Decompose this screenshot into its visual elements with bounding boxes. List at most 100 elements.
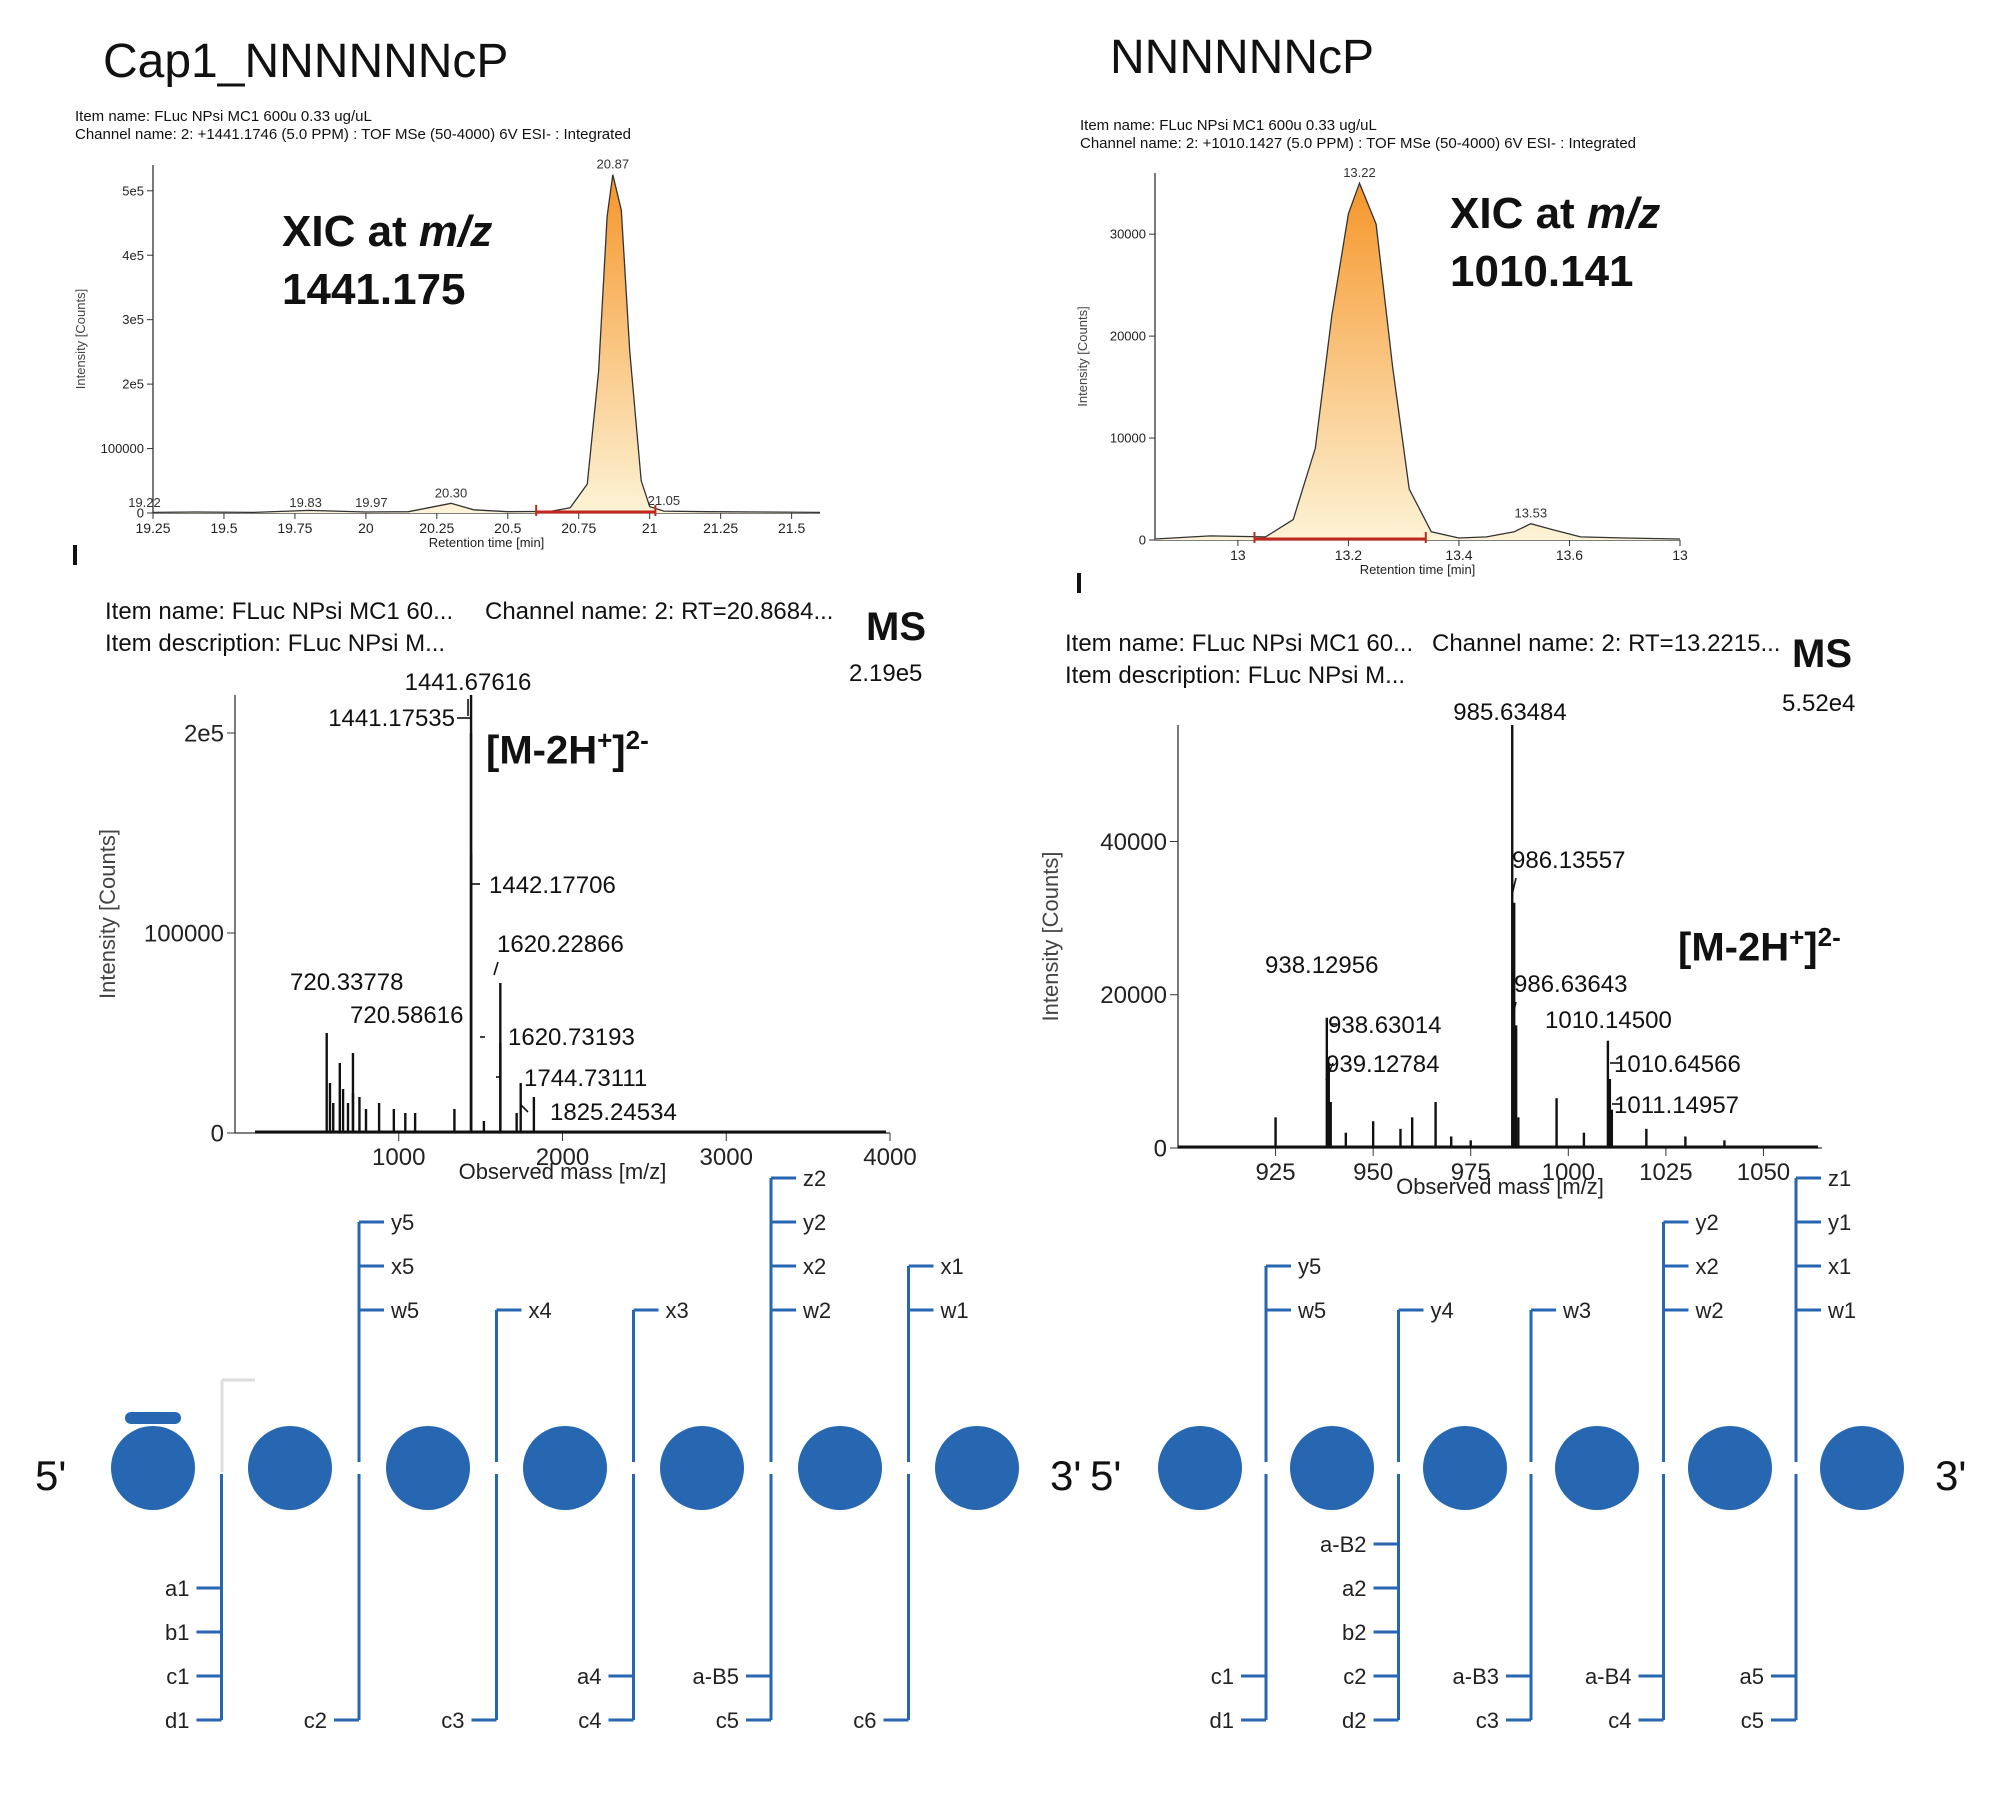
ms-left-peak-label: 1441.17535 — [328, 705, 455, 732]
frag-left-fragment-label: d1 — [165, 1708, 189, 1733]
frag-left-fragment-label: x3 — [666, 1298, 689, 1323]
frag-right-fragment-label: c2 — [1343, 1664, 1366, 1689]
left-ion-charge: 2- — [625, 725, 649, 755]
ms-left-peak-label: 720.33778 — [290, 969, 403, 996]
frag-right-fragment-label: d2 — [1342, 1708, 1366, 1733]
frag-right-nucleotide — [1158, 1426, 1242, 1510]
frag-left-fragment-label: c3 — [441, 1708, 464, 1733]
frag-left-fragment-label: x1 — [941, 1254, 964, 1279]
frag-right-fragment-label: w3 — [1562, 1298, 1591, 1323]
xic-left-x-tick-label: 21.25 — [703, 520, 738, 536]
xic-right-x-tick-label: 13 — [1230, 547, 1246, 563]
xic-left-x-axis-label: Retention time [min] — [429, 535, 545, 550]
xic-left-y-tick-label: 2e5 — [122, 377, 144, 392]
frag-right-nucleotide — [1423, 1426, 1507, 1510]
ms-right-label-leader — [1511, 1001, 1517, 1020]
frag-left-fragment-label: y5 — [391, 1210, 414, 1235]
frag-right-five-prime-label: 5' — [1090, 1452, 1121, 1499]
right-ion-charge: 2- — [1817, 922, 1841, 952]
xic-right-trace — [1154, 181, 1681, 540]
xic-left-y-tick-label: 3e5 — [122, 312, 144, 327]
ms-left-peak-label: 1744.73111 — [524, 1065, 647, 1092]
xic-left-x-tick-label: 20.25 — [419, 520, 454, 536]
xic-left-x-tick-label: 19.25 — [135, 520, 170, 536]
ms-right-x-axis-label: Observed mass [m/z] — [1396, 1174, 1604, 1199]
frag-right-nucleotide — [1555, 1426, 1639, 1510]
xic-right-x-tick-label: 13.6 — [1556, 547, 1583, 563]
right-xic-mass: 1010.141 — [1450, 247, 1634, 296]
frag-right-fragment-label: a-B2 — [1320, 1532, 1366, 1557]
frag-right-nucleotide — [1688, 1426, 1772, 1510]
ms-left-x-tick-label: 4000 — [863, 1144, 916, 1171]
frag-right-fragment-label: c4 — [1608, 1708, 1631, 1733]
ms-left-peak-label: 1442.17706 — [489, 872, 616, 899]
left-ion-close: ] — [612, 728, 626, 773]
ms-right-peak-label: 986.13557 — [1512, 847, 1625, 874]
xic-right-peak-fill — [1155, 183, 1680, 540]
left-ion-plus: + — [597, 725, 613, 755]
left-ion-label: [M-2H+]2- — [486, 725, 649, 773]
xic-left-y-axis-label: Intensity [Counts] — [73, 289, 88, 389]
left-ms-item-name: Item name: FLuc NPsi MC1 60... — [105, 598, 454, 625]
ms-left-peak-label: 1825.24534 — [550, 1099, 677, 1126]
right-xic-mz: m/z — [1586, 189, 1661, 238]
ms-right-x-tick-label: 1050 — [1737, 1159, 1790, 1186]
right-xic-channel-name: Channel name: 2: +1010.1427 (5.0 PPM) : … — [1080, 135, 1637, 152]
ms-left-peak-label: 1441.67616 — [405, 669, 532, 696]
right-xic-text: XIC at — [1450, 189, 1587, 238]
frag-right-fragment-label: y5 — [1298, 1254, 1321, 1279]
frag-left-fragment-label: c6 — [853, 1708, 876, 1733]
frag-right-fragment-label: b2 — [1342, 1620, 1366, 1645]
frag-right-fragment-label: w5 — [1297, 1298, 1326, 1323]
right-xic-item-name: Item name: FLuc NPsi MC1 600u 0.33 ug/uL — [1080, 117, 1377, 134]
ms-right-label-leader — [1511, 877, 1517, 896]
frag-right-fragment-label: w1 — [1827, 1298, 1856, 1323]
frag-right-nucleotide — [1290, 1426, 1374, 1510]
frag-right-fragment-label: x2 — [1696, 1254, 1719, 1279]
frag-right-fragment-label: z1 — [1828, 1166, 1851, 1191]
right-ion-base: [M-2H — [1678, 925, 1790, 970]
left-ms-item-description: Item description: FLuc NPsi M... — [105, 630, 446, 657]
xic-left-x-tick-label: 21.5 — [778, 520, 805, 536]
ms-left-label-leader — [519, 1103, 529, 1113]
ms-right-label-leader — [1325, 1062, 1334, 1081]
frag-left-faint-bracket — [220, 1378, 255, 1472]
xic-left-x-tick-label: 19.5 — [210, 520, 237, 536]
ms-right-y-tick-label: 20000 — [1100, 982, 1167, 1009]
xic-left-peak-fill — [153, 174, 820, 513]
left-xic-channel-name: Channel name: 2: +1441.1746 (5.0 PPM) : … — [75, 126, 632, 143]
right-ms-item-name: Item name: FLuc NPsi MC1 60... — [1065, 630, 1414, 657]
frag-left-three-prime-label: 3' — [1050, 1452, 1081, 1499]
frag-right-nucleotide — [1820, 1426, 1904, 1510]
xic-left-x-tick-label: 19.75 — [277, 520, 312, 536]
ms-left-label-leader — [493, 961, 499, 976]
xic-right-y-tick-label: 20000 — [1110, 329, 1146, 344]
left-ms-label: MS — [866, 605, 926, 649]
left-ms-max-intensity: 2.19e5 — [849, 660, 923, 687]
xic-left-peak-label: 20.87 — [597, 157, 630, 172]
ms-left-peak-label: 1620.22866 — [497, 931, 624, 958]
xic-left-peak-label: 21.05 — [648, 493, 681, 508]
xic-right-peak-label: 13.53 — [1515, 506, 1548, 521]
ms-right-peak-label: 985.63484 — [1453, 699, 1566, 726]
ms-right-peak-label: 938.12956 — [1265, 952, 1378, 979]
xic-left-x-tick-label: 21 — [642, 520, 658, 536]
frag-left-fragment-label: c2 — [304, 1708, 327, 1733]
right-ion-label: [M-2H+]2- — [1678, 922, 1841, 970]
xic-left-x-tick-label: 20.75 — [561, 520, 596, 536]
frag-left-fragment-label: w1 — [940, 1298, 969, 1323]
frag-left-nucleotide — [248, 1426, 332, 1510]
right-ion-plus: + — [1789, 922, 1805, 952]
right-xic-annotation: XIC at m/z 1010.141 — [1450, 185, 1660, 301]
frag-right-fragment-label: c3 — [1476, 1708, 1499, 1733]
left-xic-mz: m/z — [418, 207, 493, 256]
ms-right-peak-label: 938.63014 — [1328, 1012, 1441, 1039]
xic-right-y-axis-label: Intensity [Counts] — [1075, 306, 1090, 406]
xic-right-y-tick-label: 30000 — [1110, 227, 1146, 242]
xic-right-peak-label: 13.22 — [1343, 165, 1376, 180]
frag-right-fragment-label: y2 — [1696, 1210, 1719, 1235]
frag-right-fragment-label: a2 — [1342, 1576, 1366, 1601]
ms-right-peak-label: 1010.64566 — [1614, 1051, 1741, 1078]
ms-right-y-axis-label: Intensity [Counts] — [1038, 852, 1063, 1022]
